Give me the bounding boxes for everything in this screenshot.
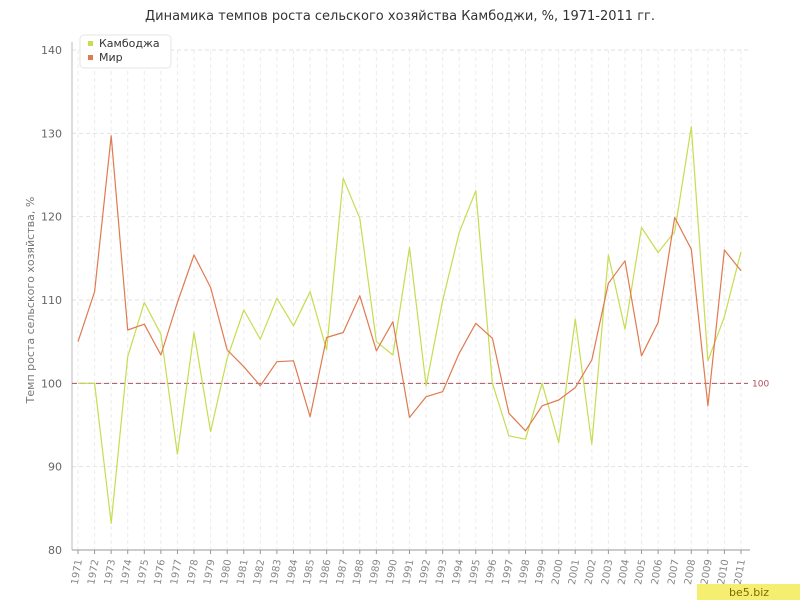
y-tick-label: 100 — [41, 377, 62, 390]
x-tick-label: 1975 — [136, 559, 151, 586]
axes — [71, 42, 750, 554]
series-line-world — [77, 135, 742, 432]
x-tick-labels: 1971 1972 1973 1974 1975 1976 1977 1978 1979 1980… — [70, 559, 748, 586]
x-tick-label: 1998 — [517, 559, 532, 586]
x-tick-label: 1971 — [70, 559, 85, 586]
x-tick-label: 2001 — [567, 559, 582, 586]
x-tick-label: 2007 — [666, 559, 681, 586]
x-tick-label: 1976 — [153, 559, 168, 586]
x-tick-label: 2009 — [700, 559, 715, 586]
x-tick-label: 1988 — [351, 559, 366, 586]
series-group — [77, 126, 742, 524]
reference-line-group: 100 — [72, 379, 769, 389]
legend-label: Мир — [99, 51, 123, 64]
x-tick-label: 1980 — [219, 559, 234, 586]
x-tick-label: 1982 — [252, 559, 267, 586]
x-tick-label: 1991 — [401, 559, 416, 586]
legend-swatch — [88, 41, 93, 46]
x-tick-label: 2008 — [683, 559, 698, 586]
x-tick-label: 1987 — [335, 559, 350, 586]
watermark: be5.biz — [697, 584, 800, 600]
x-tick-label: 1999 — [534, 559, 549, 586]
x-tick-label: 1985 — [302, 559, 317, 586]
y-tick-labels: 80 90 100 110 120 130 140 — [41, 44, 62, 557]
grid — [72, 49, 750, 551]
y-tick-label: 80 — [48, 544, 62, 557]
legend-label: Камбоджа — [99, 37, 160, 50]
x-tick-label: 1995 — [468, 559, 483, 586]
legend-box — [79, 34, 172, 69]
x-tick-label: 1996 — [484, 559, 499, 586]
y-axis-label: Темп роста сельского хозяйства, % — [24, 197, 37, 405]
x-tick-label: 2000 — [550, 559, 565, 586]
x-tick-label: 1993 — [434, 559, 449, 586]
x-tick-label: 1992 — [418, 559, 433, 586]
y-tick-label: 130 — [41, 127, 62, 140]
x-tick-label: 1972 — [86, 559, 101, 586]
x-tick-label: 2011 — [733, 559, 748, 586]
x-tick-label: 2004 — [617, 559, 632, 586]
x-tick-label: 1981 — [235, 559, 250, 586]
x-tick-label: 2005 — [633, 559, 648, 586]
x-tick-label: 1978 — [186, 559, 201, 586]
chart-title: Динамика темпов роста сельского хозяйств… — [144, 9, 655, 24]
reference-line-label: 100 — [752, 379, 769, 389]
x-tick-label: 2002 — [584, 559, 599, 586]
x-tick-label: 1974 — [119, 559, 134, 586]
y-tick-label: 90 — [48, 461, 62, 474]
x-tick-label: 1986 — [318, 559, 333, 586]
x-tick-label: 2010 — [716, 559, 731, 586]
x-tick-label: 2003 — [600, 559, 615, 586]
x-tick-label: 1994 — [451, 559, 466, 586]
x-tick-label: 2006 — [650, 559, 665, 586]
x-tick-label: 1997 — [501, 559, 516, 586]
y-tick-label: 140 — [41, 44, 62, 57]
x-tick-label: 1983 — [269, 559, 284, 586]
x-tick-label: 1990 — [385, 559, 400, 586]
y-tick-label: 120 — [41, 211, 62, 224]
y-tick-label: 110 — [41, 294, 62, 307]
x-tick-label: 1989 — [368, 559, 383, 586]
watermark-text: be5.biz — [729, 586, 769, 599]
x-tick-label: 1979 — [202, 559, 217, 586]
x-tick-label: 1977 — [169, 559, 184, 586]
x-tick-label: 1984 — [285, 559, 300, 586]
legend-swatch — [88, 55, 93, 60]
x-tick-label: 1973 — [103, 559, 118, 586]
